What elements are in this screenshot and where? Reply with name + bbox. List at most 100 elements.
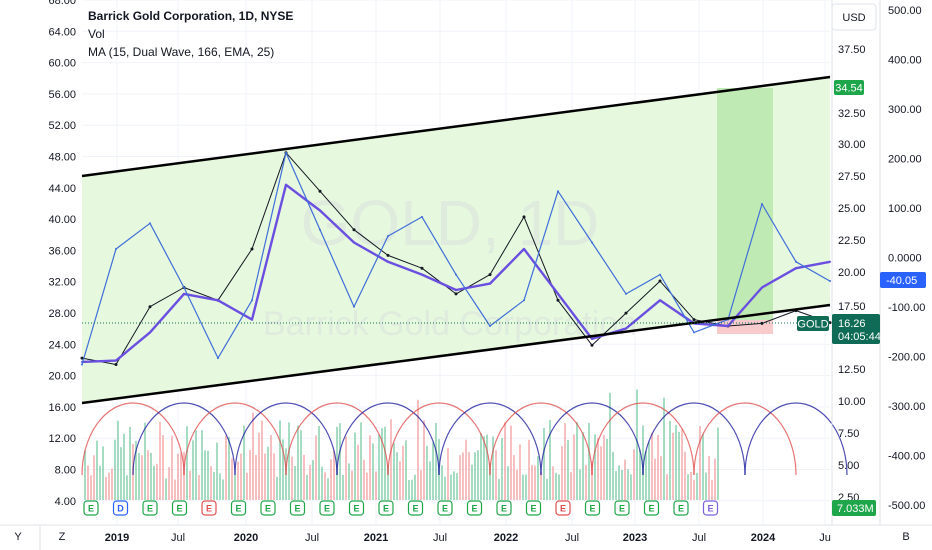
volume-bar	[240, 453, 242, 500]
volume-bar	[423, 420, 425, 500]
volume-bar	[144, 422, 146, 500]
volume-bar	[360, 422, 362, 500]
volume-legend[interactable]: Vol	[88, 27, 105, 41]
volume-bar	[624, 459, 626, 500]
volume-bar	[684, 451, 686, 500]
left-tick-label: 16.00	[48, 402, 76, 414]
volume-bar	[384, 426, 386, 500]
volume-bar	[636, 389, 638, 500]
volume-bar	[204, 450, 206, 500]
volume-bar	[243, 425, 245, 500]
ma-line-point	[217, 299, 219, 302]
event-marker	[673, 500, 689, 516]
upper-arc	[285, 402, 389, 476]
event-label: E	[88, 504, 94, 514]
event-marker	[171, 500, 188, 516]
wave-line-point	[591, 241, 593, 244]
left-axis[interactable]: 68.00 64.00 60.00 56.00 52.00 48.00 44.00 40.00…	[48, 0, 76, 508]
price-line-point	[624, 311, 628, 315]
x-tick-label: Jul	[171, 532, 185, 544]
volume-bar	[501, 437, 503, 500]
right-tick-label: 300.00	[888, 104, 922, 116]
event-marker	[407, 500, 424, 516]
volume-bar	[333, 450, 335, 500]
wave-line-point	[251, 299, 253, 302]
volume-bar	[546, 478, 548, 500]
currency-button[interactable]: USD	[831, 3, 877, 31]
right-tick-label: -400.00	[888, 451, 925, 463]
volume-bar	[153, 465, 155, 500]
volume-bars	[84, 389, 719, 500]
volume-bar	[669, 420, 671, 500]
event-marker	[378, 500, 394, 516]
volume-bar	[471, 464, 473, 500]
volume-bar	[351, 470, 353, 500]
volume-bar	[258, 432, 260, 500]
corner-y-button[interactable]: Y	[14, 531, 22, 543]
volume-bar	[180, 452, 182, 500]
wave-line-point	[523, 299, 525, 302]
volume-bar	[339, 423, 341, 500]
inner-tick-label: 10.00	[838, 396, 866, 408]
channel-upper-line[interactable]	[81, 75, 831, 178]
wave-line-point	[353, 305, 355, 308]
volume-bar	[642, 425, 644, 500]
volume-bar	[297, 425, 299, 500]
volume-bar	[600, 446, 602, 500]
volume-bar	[627, 469, 629, 500]
volume-bar	[567, 440, 569, 500]
volume-bar	[189, 470, 191, 500]
corner-b-button[interactable]: B	[902, 531, 909, 543]
event-label: E	[265, 504, 271, 514]
ma-line-point	[557, 292, 559, 295]
volume-bar	[504, 422, 506, 500]
price-line-point	[760, 321, 764, 325]
ma-line-point	[829, 260, 831, 263]
volume-bar	[327, 478, 329, 500]
volume-bar	[417, 399, 419, 500]
lower-arc	[336, 402, 440, 476]
volume-bar	[219, 473, 221, 500]
volume-bar	[213, 471, 215, 500]
volume-bar	[291, 456, 293, 500]
event-marker	[643, 500, 660, 516]
x-tick-label: 2019	[105, 532, 129, 544]
right-tick-label: 100.00	[888, 203, 922, 215]
price-line-point	[352, 228, 356, 232]
volume-bar	[582, 432, 584, 500]
lower-arc	[438, 402, 542, 476]
wave-line-point	[829, 280, 831, 283]
volume-bar	[309, 464, 311, 500]
corner-z-button[interactable]: Z	[59, 531, 66, 543]
volume-bar	[696, 472, 698, 500]
volume-bar	[570, 472, 572, 500]
inner-axis[interactable]: 37.50 32.50 30.00 27.50 25.00 22.50 20.00 17.50…	[838, 44, 866, 504]
volume-bar	[510, 425, 512, 500]
symbol-badge: GOLD	[797, 316, 829, 331]
volume-bar	[114, 439, 116, 500]
volume-bar	[633, 449, 635, 500]
inner-tick-label: 12.50	[838, 364, 866, 376]
volume-bar	[378, 434, 380, 500]
volume-bar	[276, 476, 278, 500]
channel-lower-line[interactable]	[81, 303, 831, 405]
ma-line-point	[251, 318, 253, 321]
ma-legend[interactable]: MA (15, Dual Wave, 166, EMA, 25)	[88, 45, 274, 59]
volume-bar	[591, 461, 593, 500]
volume-bar	[177, 453, 179, 500]
inner-tick-label: 37.50	[838, 44, 866, 56]
volume-bar	[222, 479, 224, 500]
event-marker	[112, 500, 129, 516]
price-line-point	[658, 279, 662, 283]
price-line-point	[80, 356, 84, 360]
volume-bar	[108, 472, 110, 500]
volume-bar	[717, 427, 719, 500]
right-axis[interactable]: 500.00 400.00 300.00 200.00 100.00 0.0000 -100…	[888, 5, 925, 512]
last-price-badge: 16.26 04:05:44	[832, 314, 881, 344]
x-tick-label: Jul	[433, 532, 447, 544]
time-axis[interactable]: 2019 Jul 2020 Jul 2021 Jul 2022 Jul 2023 Jul 2024 J…	[105, 532, 831, 544]
volume-bar	[252, 412, 254, 500]
event-label: E	[147, 504, 153, 514]
event-marker	[201, 500, 217, 516]
